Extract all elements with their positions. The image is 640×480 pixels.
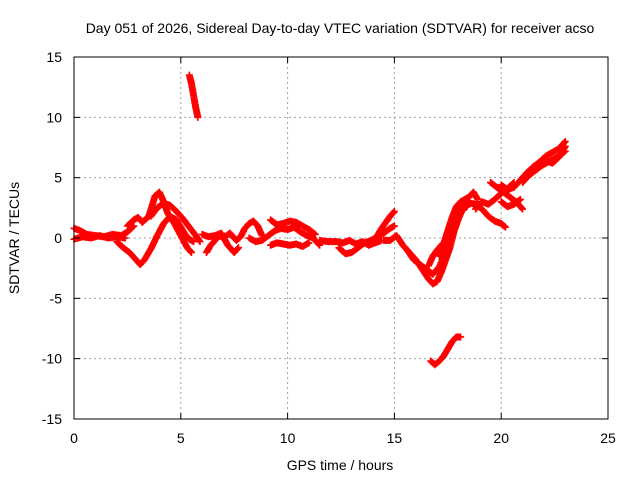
data-point	[187, 248, 195, 256]
data-point	[311, 230, 319, 238]
data-point	[196, 238, 204, 246]
data-point	[390, 222, 398, 230]
data-point	[234, 245, 242, 253]
y-tick-label: -5	[50, 290, 63, 306]
x-tick-label: 5	[177, 430, 185, 446]
data-point	[454, 216, 462, 224]
data-point	[315, 240, 323, 248]
data-point	[515, 196, 523, 204]
data-point	[518, 204, 526, 212]
y-tick-label: -10	[42, 351, 62, 367]
x-tick-labels: 0 5 10 15 20 25	[70, 430, 616, 446]
chart-title: Day 051 of 2026, Sidereal Day-to-day VTE…	[86, 20, 595, 36]
data-point	[194, 113, 202, 121]
y-tick-label: -15	[42, 411, 62, 427]
x-axis-label: GPS time / hours	[287, 457, 394, 473]
y-tick-label: 10	[46, 109, 62, 125]
data-point	[560, 144, 568, 152]
data-point	[390, 208, 398, 216]
y-tick-labels: -15 -10 -5 0 5 10 15	[42, 49, 62, 427]
x-tick-label: 10	[280, 430, 296, 446]
data-point	[516, 195, 524, 203]
data-point	[474, 195, 482, 203]
data-points	[70, 71, 569, 369]
y-tick-label: 15	[46, 49, 62, 65]
data-point	[310, 230, 318, 238]
data-point	[457, 333, 465, 341]
x-tick-label: 20	[493, 430, 509, 446]
data-point	[561, 142, 569, 150]
data-point	[187, 248, 195, 256]
data-point	[234, 244, 242, 252]
x-tick-label: 25	[600, 430, 616, 446]
x-tick-label: 15	[387, 430, 403, 446]
y-tick-label: 0	[54, 230, 62, 246]
data-point	[519, 205, 527, 213]
y-axis-label: SDTVAR / TECUs	[6, 182, 22, 294]
axis-ticks	[73, 56, 609, 420]
data-point	[121, 234, 129, 242]
data-point	[195, 236, 203, 244]
data-point	[454, 215, 462, 223]
data-point	[190, 238, 198, 246]
data-point	[500, 222, 508, 230]
x-tick-label: 0	[70, 430, 78, 446]
y-tick-label: 5	[54, 170, 62, 186]
data-point	[305, 239, 313, 247]
data-point	[501, 223, 509, 231]
data-point	[390, 207, 398, 215]
